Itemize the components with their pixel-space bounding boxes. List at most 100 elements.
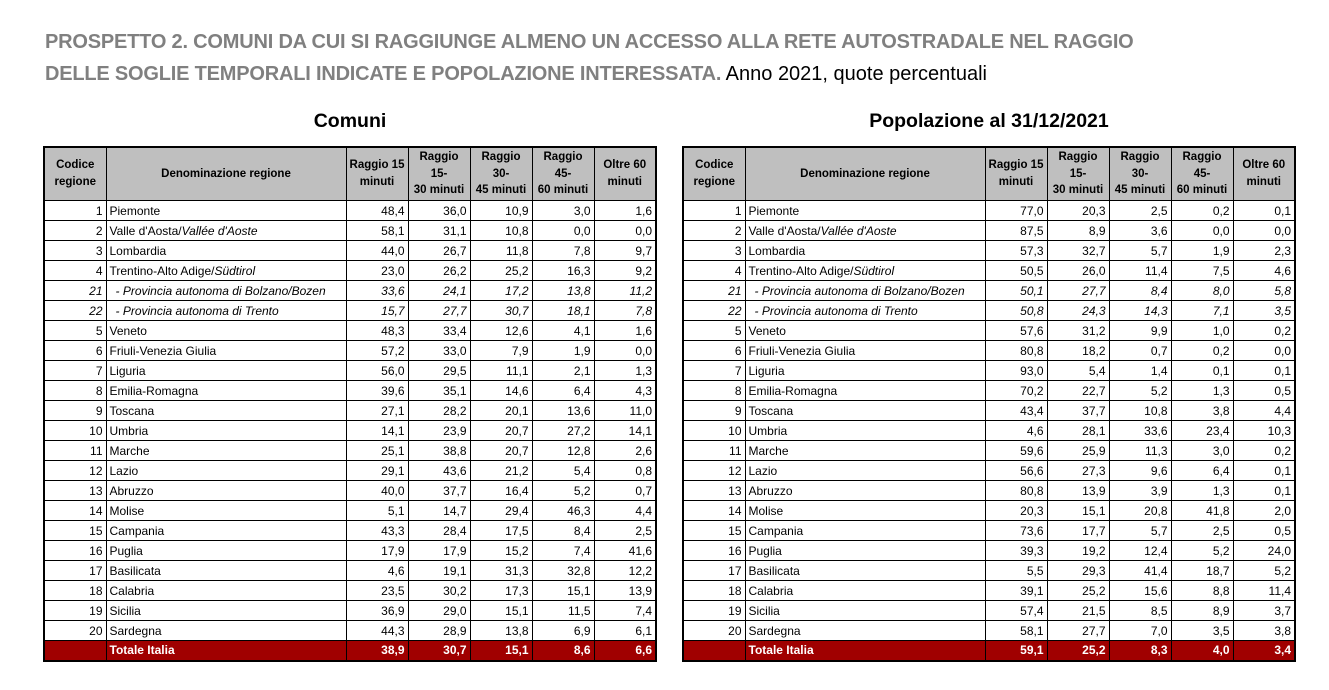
cell-region-name: - Provincia autonoma di Trento xyxy=(744,300,986,322)
cell-value: 70,2 xyxy=(984,380,1048,402)
cell-value: 0,5 xyxy=(1232,380,1296,402)
cell-value: 1,3 xyxy=(593,360,657,382)
total-code-empty xyxy=(682,640,746,662)
cell-region-code: 2 xyxy=(43,220,107,242)
cell-value: 5,5 xyxy=(984,560,1048,582)
cell-value: 28,1 xyxy=(1046,420,1110,442)
cell-value: 14,1 xyxy=(345,420,409,442)
total-value: 3,4 xyxy=(1232,640,1296,662)
cell-value: 0,2 xyxy=(1232,440,1296,462)
tables-container: Comuni Codice regione Denominazione region… xyxy=(43,110,1296,662)
cell-value: 5,8 xyxy=(1232,280,1296,302)
cell-value: 0,0 xyxy=(593,220,657,242)
cell-region-code: 14 xyxy=(682,500,746,522)
cell-value: 14,1 xyxy=(593,420,657,442)
cell-region-name: Friuli-Venezia Giulia xyxy=(105,340,347,362)
cell-value: 27,3 xyxy=(1046,460,1110,482)
col-header-radius-5: Oltre 60 minuti xyxy=(1232,146,1296,202)
region-name-alt: Südtirol xyxy=(214,263,256,278)
table-row: 3 Lombardia 44,0 26,7 11,8 7,8 9,7 xyxy=(43,240,657,262)
region-name-alt: Vallée d'Aoste xyxy=(820,223,897,238)
total-value: 30,7 xyxy=(407,640,471,662)
table-row: 14 Molise 20,3 15,1 20,8 41,8 2,0 xyxy=(682,500,1296,522)
cell-region-name: - Provincia autonoma di Bolzano/Bozen xyxy=(744,280,986,302)
cell-value: 7,4 xyxy=(531,540,595,562)
cell-value: 1,9 xyxy=(531,340,595,362)
cell-value: 39,6 xyxy=(345,380,409,402)
cell-value: 25,2 xyxy=(469,260,533,282)
cell-value: 1,0 xyxy=(1170,320,1234,342)
cell-region-name: Trentino-Alto Adige/Südtirol xyxy=(105,260,347,282)
cell-value: 14,6 xyxy=(469,380,533,402)
cell-region-code: 8 xyxy=(43,380,107,402)
table-row: 5 Veneto 57,6 31,2 9,9 1,0 0,2 xyxy=(682,320,1296,342)
cell-value: 13,8 xyxy=(531,280,595,302)
cell-value: 3,9 xyxy=(1108,480,1172,502)
cell-value: 41,4 xyxy=(1108,560,1172,582)
cell-region-name: Abruzzo xyxy=(105,480,347,502)
total-value: 4,0 xyxy=(1170,640,1234,662)
cell-region-name: Liguria xyxy=(105,360,347,382)
cell-region-name: Lombardia xyxy=(744,240,986,262)
cell-value: 7,8 xyxy=(531,240,595,262)
cell-region-name: Basilicata xyxy=(744,560,986,582)
cell-value: 17,3 xyxy=(469,580,533,602)
cell-region-code: 20 xyxy=(43,620,107,642)
cell-value: 36,9 xyxy=(345,600,409,622)
table-row: 4 Trentino-Alto Adige/Südtirol 50,5 26,0 11,… xyxy=(682,260,1296,282)
cell-value: 0,1 xyxy=(1232,460,1296,482)
cell-region-code: 16 xyxy=(43,540,107,562)
cell-value: 87,5 xyxy=(984,220,1048,242)
cell-value: 11,5 xyxy=(531,600,595,622)
total-row: Totale Italia 59,1 25,2 8,3 4,0 3,4 xyxy=(682,640,1296,662)
cell-value: 20,7 xyxy=(469,420,533,442)
cell-region-name: Umbria xyxy=(744,420,986,442)
cell-value: 0,5 xyxy=(1232,520,1296,542)
cell-value: 0,7 xyxy=(593,480,657,502)
cell-value: 44,0 xyxy=(345,240,409,262)
col-header-name: Denominazione regione xyxy=(105,146,347,202)
cell-value: 15,6 xyxy=(1108,580,1172,602)
col-header-radius-5: Oltre 60 minuti xyxy=(593,146,657,202)
cell-value: 27,1 xyxy=(345,400,409,422)
cell-value: 48,3 xyxy=(345,320,409,342)
cell-region-code: 15 xyxy=(43,520,107,542)
cell-value: 17,7 xyxy=(1046,520,1110,542)
total-code-empty xyxy=(43,640,107,662)
cell-value: 10,3 xyxy=(1232,420,1296,442)
cell-value: 25,1 xyxy=(345,440,409,462)
cell-value: 73,6 xyxy=(984,520,1048,542)
cell-region-name: Campania xyxy=(744,520,986,542)
cell-value: 4,6 xyxy=(984,420,1048,442)
cell-value: 40,0 xyxy=(345,480,409,502)
table-row: 21- Provincia autonoma di Bolzano/Bozen 5… xyxy=(682,280,1296,302)
cell-region-code: 1 xyxy=(682,200,746,222)
table-row: 10 Umbria 14,1 23,9 20,7 27,2 14,1 xyxy=(43,420,657,442)
cell-region-name: Marche xyxy=(744,440,986,462)
cell-region-code: 11 xyxy=(682,440,746,462)
cell-value: 0,0 xyxy=(1170,220,1234,242)
cell-value: 33,6 xyxy=(345,280,409,302)
cell-region-name: - Provincia autonoma di Bolzano/Bozen xyxy=(105,280,347,302)
cell-region-name: Lazio xyxy=(105,460,347,482)
table-row: 11 Marche 59,6 25,9 11,3 3,0 0,2 xyxy=(682,440,1296,462)
table-row: 13 Abruzzo 40,0 37,7 16,4 5,2 0,7 xyxy=(43,480,657,502)
cell-value: 9,7 xyxy=(593,240,657,262)
total-value: 59,1 xyxy=(984,640,1048,662)
cell-region-code: 13 xyxy=(682,480,746,502)
total-value: 8,6 xyxy=(531,640,595,662)
cell-value: 2,3 xyxy=(1232,240,1296,262)
table-row: 2 Valle d'Aosta/Vallée d'Aoste 58,1 31,1 10,… xyxy=(43,220,657,242)
cell-value: 24,3 xyxy=(1046,300,1110,322)
cell-region-name: Liguria xyxy=(744,360,986,382)
cell-region-code: 10 xyxy=(682,420,746,442)
cell-region-code: 6 xyxy=(43,340,107,362)
cell-value: 5,4 xyxy=(531,460,595,482)
cell-value: 16,3 xyxy=(531,260,595,282)
cell-value: 3,0 xyxy=(1170,440,1234,462)
cell-value: 27,7 xyxy=(1046,620,1110,642)
cell-region-code: 3 xyxy=(682,240,746,262)
cell-value: 27,7 xyxy=(1046,280,1110,302)
cell-value: 9,6 xyxy=(1108,460,1172,482)
cell-region-code: 17 xyxy=(682,560,746,582)
